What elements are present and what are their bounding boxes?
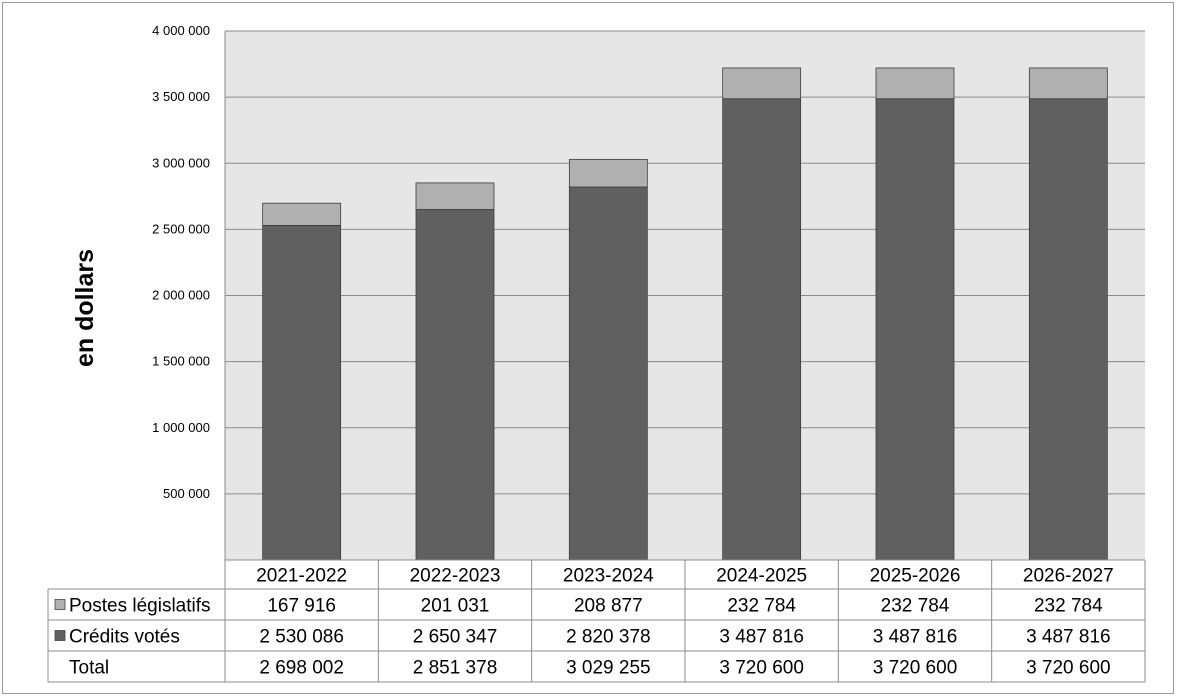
- category-label: 2025-2026: [870, 566, 961, 587]
- bar-credits-votes: [262, 224, 342, 561]
- bar-postes-legislatifs: [875, 67, 955, 100]
- y-tick-label: 500 000: [163, 486, 210, 501]
- bar-postes-legislatifs: [568, 158, 648, 188]
- table-cell: 3 720 600: [719, 658, 804, 679]
- y-tick-label: 4 000 000: [152, 23, 210, 38]
- category-label: 2021-2022: [256, 566, 347, 587]
- table-cell: 167 916: [267, 596, 336, 617]
- bar-credits-votes: [722, 98, 802, 561]
- y-tick-label: 2 000 000: [152, 288, 210, 303]
- data-table: 2021-2022 2022-2023 2023-2024 2024-2025 2025…: [47, 559, 1146, 683]
- table-cell: 3 487 816: [873, 627, 958, 648]
- category-label: 2023-2024: [563, 566, 654, 587]
- y-axis-label: en dollars: [71, 249, 99, 367]
- table-cell: 232 784: [881, 596, 950, 617]
- bar-credits-votes: [415, 209, 495, 561]
- bar-credits-votes: [875, 98, 955, 561]
- table-cell: 3 487 816: [719, 627, 804, 648]
- table-cell: 3 720 600: [873, 658, 958, 679]
- table-cell: 3 487 816: [1026, 627, 1111, 648]
- table-cell: 2 698 002: [259, 658, 344, 679]
- table-cell: 2 650 347: [413, 627, 498, 648]
- y-axis-ticks: 500 000 1 000 000 1 500 000 2 000 000 2 500 …: [152, 23, 210, 501]
- table-cell: 2 851 378: [413, 658, 498, 679]
- table-row-label: Total: [69, 658, 109, 679]
- category-label: 2026-2027: [1023, 566, 1114, 587]
- bar-credits-votes: [1028, 98, 1108, 561]
- category-label: 2024-2025: [716, 566, 807, 587]
- table-cell: 3 029 255: [566, 658, 651, 679]
- table-cell: 208 877: [574, 596, 643, 617]
- y-tick-label: 3 000 000: [152, 155, 210, 170]
- table-cell: 2 820 378: [566, 627, 651, 648]
- table-row-label: Crédits votés: [69, 627, 180, 648]
- table-cell: 2 530 086: [259, 627, 344, 648]
- bar-postes-legislatifs: [262, 202, 342, 226]
- table-row-label: Postes législatifs: [69, 596, 211, 617]
- y-tick-label: 3 500 000: [152, 89, 210, 104]
- y-tick-label: 1 500 000: [152, 354, 210, 369]
- bar-postes-legislatifs: [1028, 67, 1108, 100]
- table-cell: 232 784: [1034, 596, 1103, 617]
- y-tick-label: 1 000 000: [152, 420, 210, 435]
- category-label: 2022-2023: [410, 566, 501, 587]
- table-cell: 3 720 600: [1026, 658, 1111, 679]
- y-tick-label: 2 500 000: [152, 221, 210, 236]
- legend-swatch: [54, 599, 66, 610]
- bar-credits-votes: [568, 186, 648, 561]
- gridlines: [224, 30, 1145, 560]
- table-cell: 201 031: [421, 596, 490, 617]
- legend-swatch: [54, 630, 66, 641]
- bar-postes-legislatifs: [415, 182, 495, 210]
- bars: [262, 67, 1108, 561]
- bar-postes-legislatifs: [722, 67, 802, 100]
- table-cell: 232 784: [727, 596, 796, 617]
